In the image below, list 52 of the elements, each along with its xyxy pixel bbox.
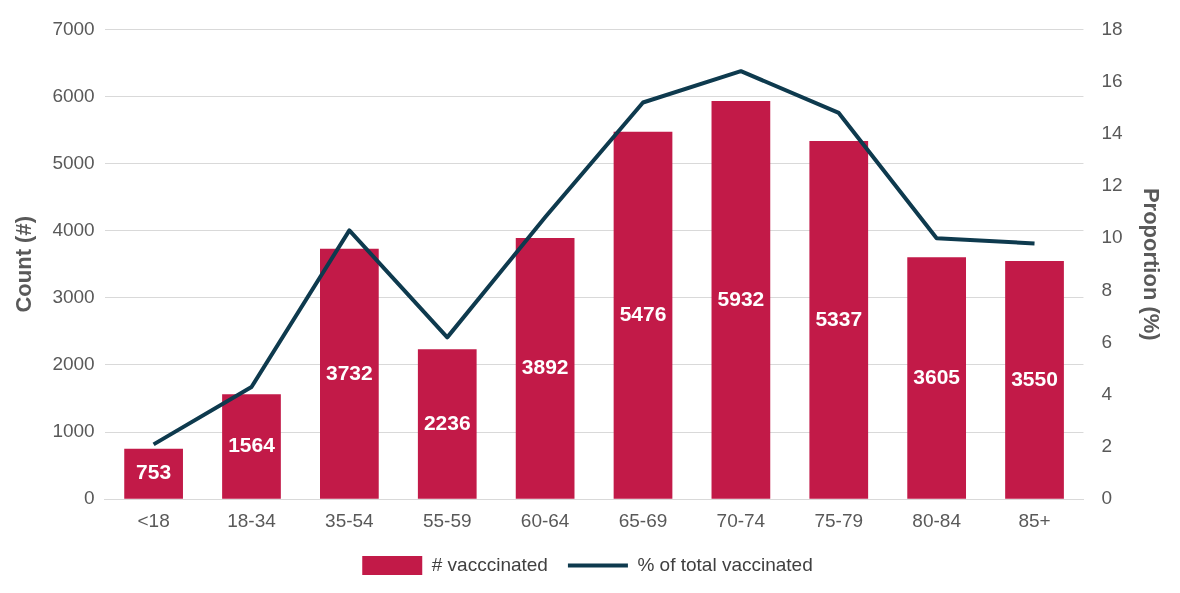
x-tick-label: 85+ — [1018, 509, 1051, 531]
x-tick-label: 60-64 — [520, 509, 570, 531]
y2-tick-label: 8 — [1101, 278, 1113, 300]
y2-tick-label: 18 — [1101, 17, 1123, 39]
bar — [222, 394, 281, 499]
data-label: 1564 — [228, 433, 276, 457]
legend-label: # vacccinated — [431, 553, 548, 575]
y2-tick-label: 4 — [1101, 383, 1113, 405]
y-tick-label: 0 — [84, 487, 95, 509]
legend-label: % of total vaccinated — [637, 553, 813, 575]
data-label: 3892 — [521, 355, 569, 379]
data-label: 5932 — [717, 286, 765, 310]
x-tick-label: 80-84 — [912, 509, 962, 531]
y2-tick-label: 14 — [1101, 122, 1124, 144]
y-tick-label: 1000 — [52, 420, 95, 442]
bar — [320, 248, 379, 499]
data-label: 5337 — [815, 306, 863, 330]
y2-tick-label: 6 — [1101, 330, 1113, 352]
bar — [515, 237, 575, 499]
data-label: 753 — [136, 460, 172, 484]
bar — [711, 101, 771, 499]
bar — [809, 141, 869, 499]
y-tick-label: 7000 — [52, 17, 95, 39]
bar — [124, 448, 183, 499]
y2-tick-label: 10 — [1101, 226, 1123, 248]
y2-tick-label: 12 — [1101, 174, 1123, 196]
y-tick-label: 5000 — [52, 151, 95, 173]
y2-tick-label: 16 — [1101, 69, 1123, 91]
x-tick-label: 65-69 — [618, 509, 668, 531]
data-label: 3550 — [1011, 366, 1058, 390]
x-tick-label: 70-74 — [716, 509, 766, 531]
bar — [613, 131, 673, 499]
x-tick-label: 35-54 — [325, 509, 375, 531]
y2-tick-label: 2 — [1101, 435, 1113, 457]
y2-axis-title: Proportion (%) — [1138, 187, 1164, 341]
bar — [417, 349, 477, 499]
y-axis-title: Count (#) — [11, 216, 37, 313]
y-tick-label: 4000 — [52, 218, 95, 240]
y-tick-label: 3000 — [52, 286, 95, 308]
bar — [1005, 260, 1064, 499]
data-label: 2236 — [423, 410, 471, 434]
y-tick-label: 2000 — [52, 353, 95, 375]
x-tick-label: <18 — [137, 509, 170, 531]
data-label: 3605 — [913, 364, 961, 388]
y2-tick-label: 0 — [1101, 487, 1113, 509]
x-tick-label: 75-79 — [814, 509, 864, 531]
bar — [907, 257, 967, 499]
x-tick-label: 55-59 — [422, 509, 472, 531]
x-tick-label: 18-34 — [227, 509, 277, 531]
y-tick-label: 6000 — [52, 84, 95, 106]
data-label: 5476 — [619, 301, 667, 325]
data-label: 3732 — [326, 360, 373, 384]
